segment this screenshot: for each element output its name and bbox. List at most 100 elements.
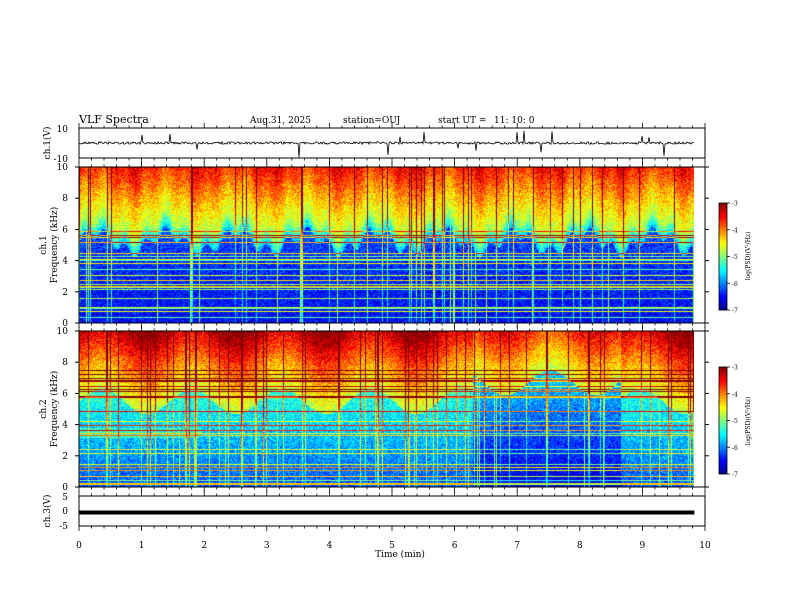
colorbar-step bbox=[719, 298, 727, 300]
colorbar-step bbox=[719, 225, 727, 227]
colorbar-step bbox=[719, 266, 727, 268]
colorbar-step bbox=[719, 450, 727, 452]
colorbar-step bbox=[719, 261, 727, 263]
y-tick-label: 4 bbox=[62, 421, 68, 431]
colorbar-step bbox=[719, 414, 727, 416]
colorbar-step bbox=[719, 268, 727, 270]
ch1-spec-yticks: 0 2 4 6 8 10 bbox=[57, 163, 709, 329]
ch2-spec-yticks: 0 2 4 6 8 10 bbox=[57, 327, 709, 493]
colorbar-step bbox=[719, 410, 727, 412]
colorbar-step bbox=[719, 209, 727, 211]
colorbar-step bbox=[719, 390, 727, 392]
ch1-colorbar-ticks: -3 -4 -5 -6 -7 bbox=[727, 201, 738, 315]
figure-title: VLF Spectra bbox=[78, 113, 149, 126]
colorbar-step bbox=[719, 443, 727, 445]
colorbar-step bbox=[719, 288, 727, 290]
colorbar-step bbox=[719, 467, 727, 469]
ch3-waveform-line bbox=[79, 510, 695, 515]
colorbar-step bbox=[719, 415, 727, 417]
colorbar-step bbox=[719, 431, 727, 433]
colorbar-step bbox=[719, 205, 727, 207]
y-tick-label: 6 bbox=[62, 389, 68, 399]
colorbar-step bbox=[719, 437, 727, 439]
colorbar-step bbox=[719, 218, 727, 220]
colorbar-step bbox=[719, 290, 727, 292]
colorbar-step bbox=[719, 452, 727, 454]
colorbar-step bbox=[719, 400, 727, 402]
colorbar-step bbox=[719, 426, 727, 428]
colorbar-step bbox=[719, 382, 727, 384]
colorbar-tick-label: -4 bbox=[732, 391, 738, 398]
colorbar-step bbox=[719, 370, 727, 372]
colorbar-step bbox=[719, 219, 727, 221]
x-tick-label: 8 bbox=[577, 541, 583, 551]
colorbar-tick-label: -5 bbox=[732, 418, 738, 425]
colorbar-step bbox=[719, 375, 727, 377]
x-tick-label: 0 bbox=[76, 541, 82, 551]
colorbar-step bbox=[719, 378, 727, 380]
colorbar-step bbox=[719, 424, 727, 426]
colorbar-step bbox=[719, 211, 727, 213]
colorbar-step bbox=[719, 244, 727, 246]
ch1-colorbar: -3 -4 -5 -6 -7 log(PSD)(V²/Hz) bbox=[718, 201, 752, 315]
colorbar-step bbox=[719, 447, 727, 449]
colorbar-step bbox=[719, 302, 727, 304]
colorbar-step bbox=[719, 369, 727, 371]
colorbar-step bbox=[719, 231, 727, 233]
colorbar-step bbox=[719, 391, 727, 393]
colorbar-step bbox=[719, 409, 727, 411]
ch2-colorbar: -3 -4 -5 -6 -7 log(PSD)(V²/Hz) bbox=[718, 365, 752, 479]
colorbar-tick-label: -3 bbox=[732, 201, 738, 208]
colorbar-step bbox=[719, 257, 727, 259]
colorbar-step bbox=[719, 386, 727, 388]
colorbar-step bbox=[719, 430, 727, 432]
colorbar-step bbox=[719, 252, 727, 254]
colorbar-step bbox=[719, 446, 727, 448]
colorbar-step bbox=[719, 235, 727, 237]
y-tick-label: 0 bbox=[62, 483, 68, 493]
start-ut-label: start UT = bbox=[438, 116, 486, 126]
x-tick-label: 4 bbox=[327, 541, 333, 551]
colorbar-step bbox=[719, 444, 727, 446]
colorbar-step bbox=[719, 384, 727, 386]
colorbar-step bbox=[719, 380, 727, 382]
colorbar-step bbox=[719, 405, 727, 407]
colorbar-step bbox=[719, 442, 727, 444]
colorbar-step bbox=[719, 455, 727, 457]
colorbar-step bbox=[719, 210, 727, 212]
colorbar-step bbox=[719, 413, 727, 415]
colorbar-step bbox=[719, 239, 727, 241]
colorbar-step bbox=[719, 308, 727, 310]
colorbar-step bbox=[719, 456, 727, 458]
colorbar-step bbox=[719, 276, 727, 278]
colorbar-step bbox=[719, 230, 727, 232]
ch3-ylabel: ch.3(V) bbox=[42, 495, 53, 528]
colorbar-step bbox=[719, 428, 727, 430]
colorbar-step bbox=[719, 422, 727, 424]
colorbar-step bbox=[719, 245, 727, 247]
colorbar-step bbox=[719, 283, 727, 285]
colorbar-tick-label: -6 bbox=[732, 445, 738, 452]
ch2-spectrogram-panel: ch.2 Frequency (kHz) 0 2 4 6 8 10 bbox=[39, 327, 709, 493]
colorbar-step bbox=[719, 258, 727, 260]
colorbar-step bbox=[719, 389, 727, 391]
colorbar-step bbox=[719, 295, 727, 297]
colorbar-step bbox=[719, 277, 727, 279]
colorbar-step bbox=[719, 297, 727, 299]
colorbar-step bbox=[719, 214, 727, 216]
colorbar-step bbox=[719, 259, 727, 261]
colorbar-step bbox=[719, 213, 727, 215]
colorbar-tick-label: -7 bbox=[732, 472, 738, 479]
colorbar-step bbox=[719, 402, 727, 404]
spectrogram-pixels bbox=[79, 331, 694, 487]
colorbar-step bbox=[719, 229, 727, 231]
colorbar-step bbox=[719, 454, 727, 456]
colorbar-step bbox=[719, 401, 727, 403]
colorbar-step bbox=[719, 285, 727, 287]
colorbar-step bbox=[719, 393, 727, 395]
colorbar-step bbox=[719, 374, 727, 376]
colorbar-step bbox=[719, 468, 727, 470]
x-tick-label: 1 bbox=[139, 541, 145, 551]
ch2-colorbar-ticks: -3 -4 -5 -6 -7 bbox=[727, 365, 738, 479]
ch1-ytick-label: 10 bbox=[57, 125, 69, 135]
